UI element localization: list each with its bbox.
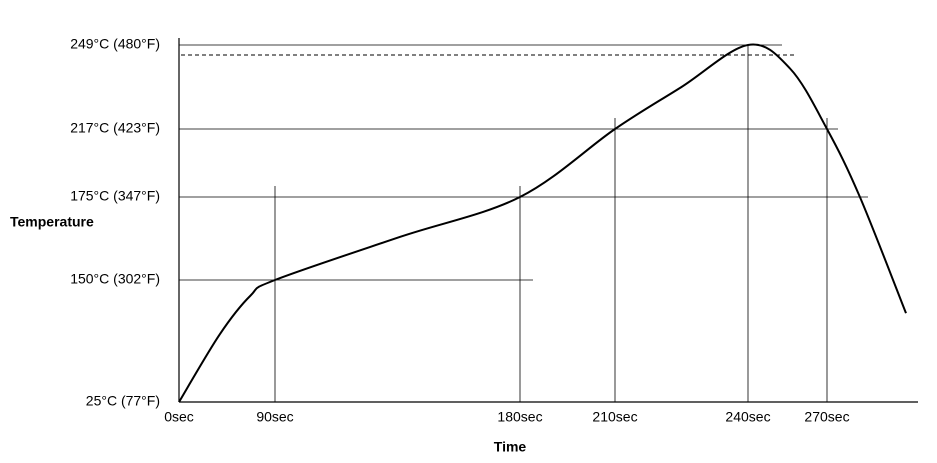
x-tick-label: 0sec [164,409,194,425]
x-tick-label: 270sec [804,409,849,425]
y-tick-label: 217°C (423°F) [70,120,160,136]
y-tick-label: 150°C (302°F) [70,271,160,287]
x-tick-label: 90sec [256,409,293,425]
y-tick-label: 249°C (480°F) [70,36,160,52]
x-axis-label: Time [494,439,527,455]
y-tick-label: 175°C (347°F) [70,188,160,204]
y-axis-label: Temperature [10,214,94,230]
y-tick-label: 25°C (77°F) [86,393,160,409]
profile-line [178,43,907,403]
x-tick-label: 210sec [592,409,637,425]
x-tick-label: 240sec [725,409,770,425]
x-tick-label: 180sec [497,409,542,425]
